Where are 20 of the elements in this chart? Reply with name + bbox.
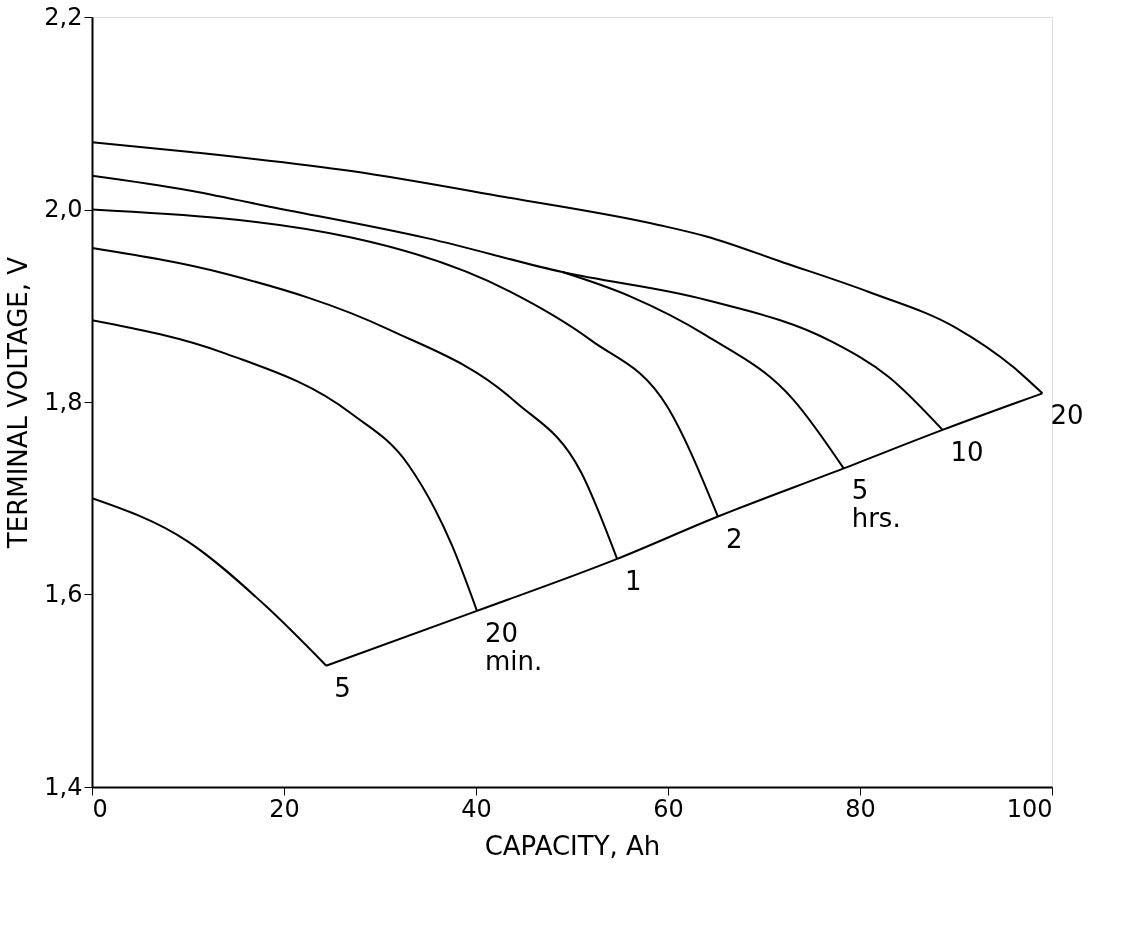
x-tick-label: 100: [1006, 794, 1053, 823]
y-tick-label: 1,6: [44, 580, 83, 608]
x-tick-label: 80: [845, 794, 876, 823]
annotation: 5 hrs.: [851, 475, 901, 534]
annotation: 20 min.: [484, 617, 543, 676]
y-tick-label: 1,8: [44, 387, 83, 416]
annotation: 20: [1050, 400, 1084, 431]
x-tick-label: 20: [269, 794, 300, 823]
annotation: 1: [625, 565, 642, 596]
y-tick-label: 2,2: [44, 2, 83, 31]
x-tick-label: 60: [653, 794, 684, 823]
y-tick-label: 2,0: [44, 195, 83, 223]
y-tick-label: 1,4: [44, 772, 83, 801]
x-tick-label: 40: [461, 794, 492, 823]
annotation: 10: [950, 436, 984, 467]
annotation: 2: [725, 523, 743, 554]
y-axis-title: TERMINAL VOLTAGE, V: [3, 256, 34, 550]
x-tick-label: 0: [92, 794, 108, 823]
annotation: 5: [334, 672, 351, 703]
x-axis-title: CAPACITY, Ah: [484, 830, 661, 861]
